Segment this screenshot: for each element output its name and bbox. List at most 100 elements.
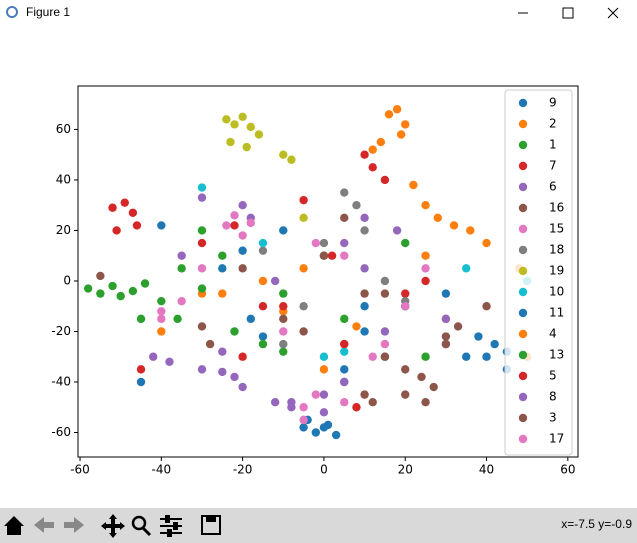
scatter-point [380,339,390,349]
scatter-point [238,382,247,392]
scatter-point [401,390,410,399]
scatter-point [197,193,207,202]
scatter-point [258,238,268,248]
scatter-point [140,279,150,288]
scatter-point [466,226,475,235]
scatter-point [401,238,410,248]
legend-label: 6 [549,180,557,194]
x-tick-label: -40 [152,463,172,477]
scatter-point [340,377,349,387]
scatter-point [340,397,349,407]
scatter-point [417,372,426,382]
scatter-point [270,276,280,286]
scatter-point [270,397,280,407]
maximize-button[interactable] [562,7,574,19]
scatter-point [360,302,369,311]
scatter-point [222,221,231,230]
home-button[interactable] [4,516,24,535]
scatter-point [340,314,349,324]
legend-label: 1 [549,138,557,152]
y-tick-label: -40 [51,374,71,388]
legend-label: 13 [549,348,564,362]
scatter-point [279,347,288,356]
pan-button[interactable] [101,514,125,538]
scatter-point [360,150,369,159]
scatter-point [340,251,349,260]
scatter-point [242,142,251,152]
scatter-point [279,226,288,235]
scatter-point [441,332,451,341]
scatter-point [279,314,288,324]
legend-label: 3 [549,411,557,425]
legend-marker [518,140,528,150]
legend-marker [518,329,528,339]
legend-label: 9 [549,96,557,110]
scatter-point [340,238,349,248]
title-bar [0,0,637,26]
scatter-point [177,296,186,306]
scatter-point [319,352,329,361]
save-button[interactable] [201,515,221,535]
scatter-point [392,105,402,114]
scatter-point [421,276,430,286]
scatter-point [197,284,207,293]
scatter-point [222,115,231,124]
legend-marker [518,413,528,423]
status-text: x=-7.5 y=-0.9 [561,517,632,531]
plot-frame [77,85,579,458]
back-button[interactable] [34,517,54,533]
scatter-point [120,198,129,207]
scatter-point [157,296,166,306]
scatter-point [352,403,361,412]
scatter-point [482,238,491,248]
close-button[interactable] [607,7,619,19]
scatter-point [392,226,402,235]
scatter-point [287,155,296,164]
scatter-point [197,264,207,273]
scatter-point [299,302,308,311]
scatter-point [368,397,377,407]
legend-label: 19 [549,264,564,278]
scatter-point [258,246,268,255]
scatter-point [299,195,308,205]
scatter-point [205,339,215,349]
scatter-point [136,314,146,324]
scatter-point [360,390,369,399]
scatter-point [157,314,166,324]
forward-button[interactable] [64,517,84,533]
scatter-point [352,322,361,331]
legend-marker [518,203,528,213]
zoom-button[interactable] [131,515,152,537]
scatter-point [116,291,125,301]
legend-label: 5 [549,369,557,383]
scatter-point [401,365,410,374]
scatter-point [331,430,341,440]
scatter-point [462,264,471,273]
scatter-point [360,289,369,298]
scatter-point [380,352,390,361]
legend-label: 7 [549,159,557,173]
scatter-point [340,213,349,223]
scatter-point [132,221,142,230]
scatter-point [238,246,247,255]
legend-label: 18 [549,243,564,257]
scatter-point [319,251,329,260]
scatter-point [218,347,227,356]
legend-marker [518,350,528,360]
scatter-point [319,408,329,417]
scatter-point [165,357,174,366]
scatter-point [409,180,418,190]
scatter-point [149,352,158,361]
scatter-point [279,150,288,159]
scatter-point [157,327,166,336]
scatter-point [380,276,390,286]
scatter-point [360,327,369,336]
legend-marker [518,161,528,171]
scatter-point [218,264,227,273]
x-tick-label: -20 [233,463,253,477]
scatter-point [482,302,491,311]
scatter-point [396,130,406,139]
scatter-point [360,264,369,273]
configure-button[interactable] [160,515,182,537]
scatter-point [323,420,333,430]
